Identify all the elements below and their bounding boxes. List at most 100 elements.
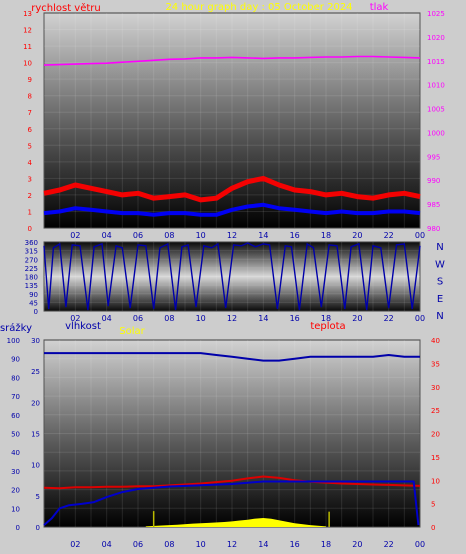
wind-speed-tick-label: 6 <box>28 126 33 134</box>
x-tick-label: 06 <box>133 231 143 240</box>
wind-speed-tick-label: 12 <box>23 27 32 35</box>
rain-tick-label: 70 <box>11 393 20 401</box>
compass-label: N <box>436 242 443 253</box>
temperature-tick-label: 40 <box>431 337 440 345</box>
x-tick-label: 20 <box>352 540 362 549</box>
humidity-tick-label: 15 <box>31 431 40 439</box>
x-tick-label: 14 <box>258 540 268 549</box>
x-tick-label: 04 <box>102 540 112 549</box>
rain-tick-label: 100 <box>7 337 20 345</box>
series-direction <box>43 242 421 311</box>
compass-label: N <box>436 311 443 322</box>
solar-label: Solar <box>119 326 145 337</box>
plot-area <box>43 339 421 528</box>
wind-speed-tick-label: 11 <box>23 43 32 51</box>
x-tick-label: 08 <box>164 314 174 323</box>
wind-speed-tick-label: 9 <box>28 76 32 84</box>
x-tick-label: 16 <box>290 231 300 240</box>
temperature-tick-label: 25 <box>431 407 440 415</box>
rain-tick-label: 60 <box>11 412 20 420</box>
rain-tick-label: 80 <box>11 374 20 382</box>
x-tick-label: 14 <box>258 231 268 240</box>
humidity-axis-label: vlhkost <box>65 321 101 332</box>
wind-speed-tick-label: 7 <box>28 109 32 117</box>
x-tick-label: 04 <box>102 314 112 323</box>
humidity-temperature-panel: 0102030405060708090100051015202530051015… <box>7 337 440 549</box>
x-tick-label: 08 <box>164 231 174 240</box>
wind-speed-tick-label: 1 <box>28 208 32 216</box>
temperature-tick-label: 20 <box>431 431 440 439</box>
direction-tick-label: 45 <box>29 299 38 307</box>
x-tick-label: 22 <box>384 314 394 323</box>
series-wind <box>43 202 421 217</box>
humidity-tick-label: 20 <box>31 399 40 407</box>
series-srážky <box>43 480 420 526</box>
temperature-tick-label: 0 <box>431 524 435 532</box>
x-tick-label: 22 <box>384 540 394 549</box>
wind-speed-tick-label: 10 <box>23 60 32 68</box>
chart-title: 24 hour graph day : 05 October 2024 <box>165 2 352 13</box>
x-tick-label: 16 <box>290 540 300 549</box>
rain-axis-label: srážky <box>0 322 32 334</box>
x-tick-label: 06 <box>133 540 143 549</box>
x-tick-label: 04 <box>102 231 112 240</box>
pressure-tick-label: 1020 <box>427 34 445 42</box>
direction-tick-label: 270 <box>25 256 38 264</box>
temperature-tick-label: 5 <box>431 501 435 509</box>
compass-label: S <box>437 277 443 288</box>
x-tick-label: 06 <box>133 314 143 323</box>
x-tick-label: 20 <box>352 314 362 323</box>
x-tick-label: 18 <box>321 231 331 240</box>
x-tick-label: 02 <box>70 314 80 323</box>
direction-tick-label: 225 <box>25 265 38 273</box>
series-teplota <box>43 475 421 490</box>
x-tick-label: 12 <box>227 231 237 240</box>
rain-tick-label: 90 <box>11 356 20 364</box>
rain-tick-label: 0 <box>16 524 20 532</box>
temperature-tick-label: 10 <box>431 477 440 485</box>
x-tick-label: 00 <box>415 231 425 240</box>
rain-tick-label: 30 <box>11 468 20 476</box>
wind-speed-tick-label: 8 <box>28 93 32 101</box>
rain-tick-label: 20 <box>11 487 20 495</box>
pressure-tick-label: 1025 <box>427 10 445 18</box>
x-tick-label: 14 <box>258 314 268 323</box>
pressure-tick-label: 1005 <box>427 106 445 114</box>
pressure-tick-label: 995 <box>427 153 440 161</box>
direction-tick-label: 360 <box>25 239 38 247</box>
pressure-axis-label: tlak <box>370 2 389 13</box>
temperature-tick-label: 15 <box>431 454 440 462</box>
wind-speed-tick-label: 2 <box>28 192 32 200</box>
direction-tick-label: 0 <box>34 308 38 316</box>
rain-tick-label: 10 <box>11 505 20 513</box>
compass-label: W <box>435 259 445 270</box>
wind-speed-tick-label: 5 <box>28 142 32 150</box>
rain-tick-label: 50 <box>11 431 20 439</box>
x-tick-label: 18 <box>321 540 331 549</box>
x-tick-label: 22 <box>384 231 394 240</box>
pressure-tick-label: 1010 <box>427 82 445 90</box>
series-vlhkost <box>44 352 420 362</box>
x-tick-label: 10 <box>196 540 206 549</box>
humidity-tick-label: 0 <box>36 524 40 532</box>
rain-tick-label: 40 <box>11 449 20 457</box>
direction-tick-label: 180 <box>25 274 38 282</box>
pressure-tick-label: 990 <box>427 177 440 185</box>
wind-speed-tick-label: 4 <box>28 159 33 167</box>
x-tick-label: 12 <box>227 540 237 549</box>
x-tick-label: 16 <box>290 314 300 323</box>
wind-speed-axis-label: rychlost větru <box>31 2 101 14</box>
temperature-axis-label: teplota <box>310 321 345 332</box>
humidity-tick-label: 10 <box>31 462 40 470</box>
pressure-tick-label: 980 <box>427 225 440 233</box>
x-tick-label: 12 <box>227 314 237 323</box>
pressure-tick-label: 1000 <box>427 129 445 137</box>
wind-speed-tick-label: 0 <box>28 225 32 233</box>
direction-tick-label: 135 <box>25 282 38 290</box>
x-tick-label: 08 <box>164 540 174 549</box>
direction-tick-label: 315 <box>25 248 38 256</box>
series-gusts <box>43 175 421 203</box>
wind-speed-tick-label: 3 <box>28 175 32 183</box>
